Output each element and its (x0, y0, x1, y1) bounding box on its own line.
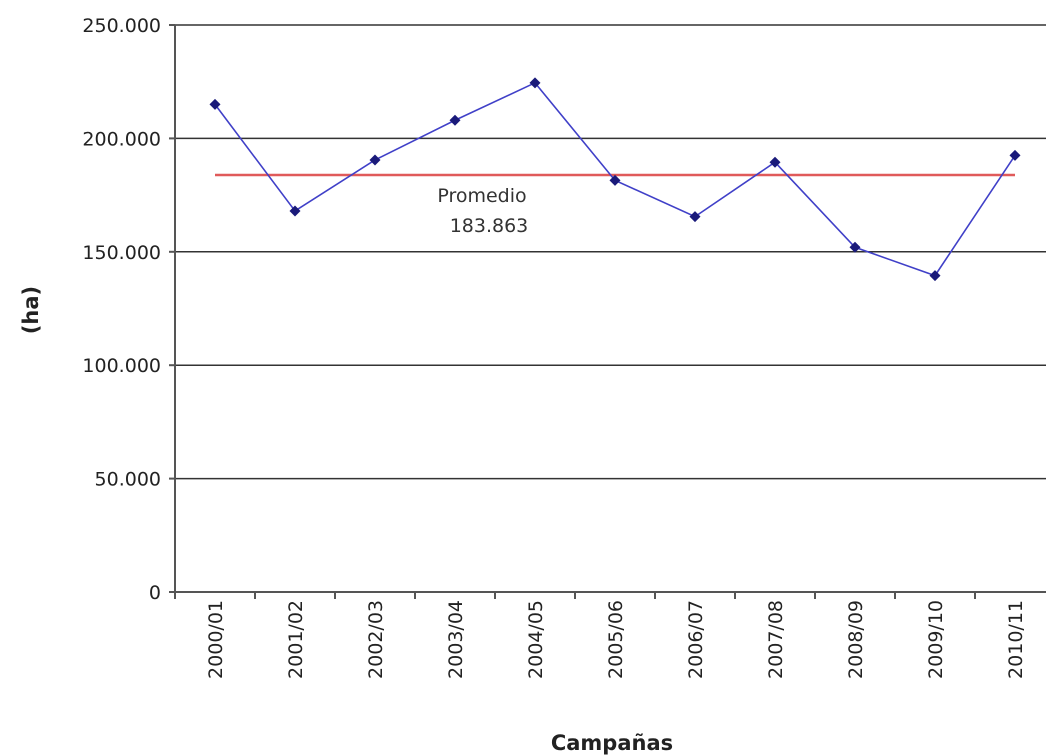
x-axis-title: Campañas (551, 731, 673, 755)
axes (174, 25, 1046, 593)
annotation-label: Promedio (437, 185, 526, 207)
data-point (929, 270, 941, 282)
x-tick-label: 2009/10 (925, 600, 947, 679)
x-tick-label: 2005/06 (605, 600, 627, 679)
x-tick-label: 2006/07 (685, 600, 707, 679)
data-point (369, 154, 381, 166)
y-tick-labels: 0 50.000 100.000 150.000 200.000 250.000 (82, 15, 161, 604)
x-tick-label: 2008/09 (845, 600, 867, 679)
gridlines (169, 24, 1046, 593)
data-point (689, 211, 701, 223)
data-point (449, 114, 461, 126)
x-tick-label: 2010/11 (1005, 600, 1027, 679)
y-tick-label: 50.000 (95, 469, 161, 491)
y-tick-label: 100.000 (82, 355, 161, 377)
data-point (289, 205, 301, 217)
y-tick-label: 0 (149, 582, 161, 604)
annotation-value: 183.863 (450, 215, 529, 237)
data-point (769, 156, 781, 168)
y-tick-label: 250.000 (82, 15, 161, 37)
data-point (849, 241, 861, 253)
x-tick-label: 2007/08 (765, 600, 787, 679)
x-tick-label: 2003/04 (445, 600, 467, 679)
y-tick-label: 150.000 (82, 242, 161, 264)
average-annotation: Promedio 183.863 (437, 185, 528, 237)
data-point (609, 174, 621, 186)
y-tick-label: 200.000 (82, 128, 161, 150)
x-tick-label: 2002/03 (365, 600, 387, 679)
x-tick-label: 2001/02 (285, 600, 307, 679)
x-ticks: 2000/01 2001/02 2002/03 2003/04 2004/05 2005/… (174, 592, 1027, 679)
data-point (1009, 149, 1021, 161)
x-tick-label: 2000/01 (205, 600, 227, 679)
series-group (209, 77, 1021, 282)
data-point (209, 98, 221, 110)
x-tick-label: 2004/05 (525, 600, 547, 679)
data-point (529, 77, 541, 89)
y-axis-title: (ha) (19, 286, 43, 334)
